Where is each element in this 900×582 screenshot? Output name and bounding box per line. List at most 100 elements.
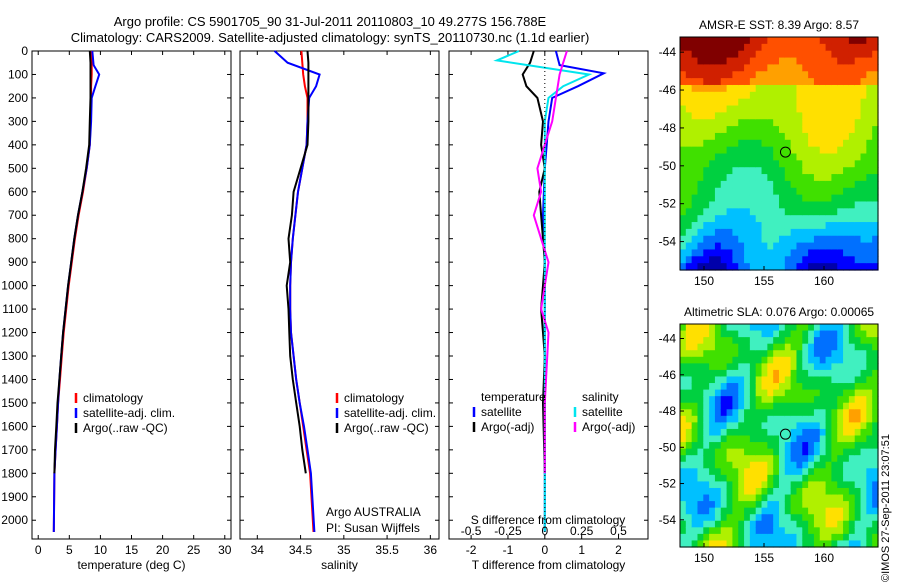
heatmap-cell [726,527,734,535]
heatmap-cell [697,91,704,100]
heatmap-cell [714,350,722,358]
heatmap-cell [691,428,699,437]
heatmap-cell [726,167,734,175]
heatmap-cell [779,435,786,443]
heatmap-cell [714,474,722,483]
heatmap-cell [819,324,827,332]
heatmap-cell [813,383,821,391]
heatmap-cell [755,435,763,443]
heatmap-cell [773,126,780,134]
heatmap-cell [802,514,809,522]
heatmap-cell [744,132,751,141]
heatmap-cell [691,435,699,443]
heatmap-cell [831,215,838,223]
heatmap-cell [831,533,838,542]
heatmap-cell [755,71,763,79]
heatmap-cell [779,415,786,423]
heatmap-cell [802,435,809,443]
heatmap-cell [773,187,780,196]
heatmap-cell [714,461,722,469]
heatmap-cell [843,461,850,469]
heatmap-cell [796,43,803,52]
x-tick-label: 34.5 [289,543,313,557]
heatmap-cell [726,105,734,113]
heatmap-cell [697,501,704,509]
heatmap-cell [714,174,722,182]
heatmap-cell [685,71,693,79]
heatmap-cell [732,235,739,244]
heatmap-cell [848,409,856,417]
heatmap-cell [714,43,722,52]
heatmap-cell [773,180,780,189]
heatmap-cell [872,350,879,358]
heatmap-cell [697,208,704,216]
heatmap-cell [714,37,722,45]
heatmap-cell [720,50,728,59]
heatmap-cell [790,481,798,489]
heatmap-cell [697,396,704,404]
heatmap-cell [755,153,763,161]
heatmap-cell [866,91,873,100]
heatmap-cell [831,396,838,404]
heatmap-cell [784,71,792,79]
heatmap-cell [726,180,734,189]
heatmap-cell [872,501,879,509]
heatmap-cell [860,126,867,134]
heatmap-cell [784,409,792,417]
heatmap-cell [732,487,739,496]
heatmap-cell [685,64,693,72]
heatmap-cell [802,146,809,155]
heatmap-cell [680,337,687,345]
heatmap-cell [808,180,815,189]
heatmap-cell [685,119,693,127]
heatmap-cell [755,337,763,345]
heatmap-cell [854,208,862,216]
heatmap-cell [796,132,803,141]
heatmap-cell [755,50,763,59]
heatmap-cell [837,376,844,384]
heatmap-cell [831,402,838,410]
heatmap-cell [709,356,716,364]
heatmap-cell [755,540,763,548]
heatmap-cell [819,455,827,463]
heatmap-cell [813,442,821,450]
heatmap-cell [755,527,763,535]
heatmap-cell [744,146,751,155]
heatmap-cell [848,415,856,423]
heatmap-cell [796,487,803,496]
heatmap-cell [691,376,699,384]
heatmap-cell [872,105,879,113]
heatmap-cell [761,256,768,264]
heatmap-cell [843,222,850,230]
heatmap-cell [726,228,734,237]
heatmap-cell [773,119,780,127]
heatmap-cell [813,533,821,542]
heatmap-cell [697,242,704,251]
heatmap-cell [843,350,850,358]
heatmap-cell [767,263,774,271]
heatmap-cell [808,494,815,502]
heatmap-cell [831,383,838,391]
heatmap-cell [825,249,833,257]
heatmap-cell [720,363,728,371]
heatmap-cell [767,208,774,216]
heatmap-cell [761,356,768,364]
heatmap-cell [813,402,821,410]
heatmap-cell [685,501,693,509]
heatmap-cell [796,428,803,437]
heatmap-cell [761,494,768,502]
heatmap-cell [796,105,803,113]
heatmap-cell [843,71,850,79]
heatmap-cell [831,263,838,271]
heatmap-cell [697,249,704,257]
heatmap-cell [720,235,728,244]
heatmap-cell [709,501,716,509]
heatmap-cell [744,369,751,378]
heatmap-cell [767,180,774,189]
heatmap-cell [773,174,780,182]
heatmap-cell [726,324,734,332]
heatmap-cell [685,263,693,271]
heatmap-cell [744,494,751,502]
heatmap-cell [860,263,867,271]
heatmap-cell [808,71,815,79]
